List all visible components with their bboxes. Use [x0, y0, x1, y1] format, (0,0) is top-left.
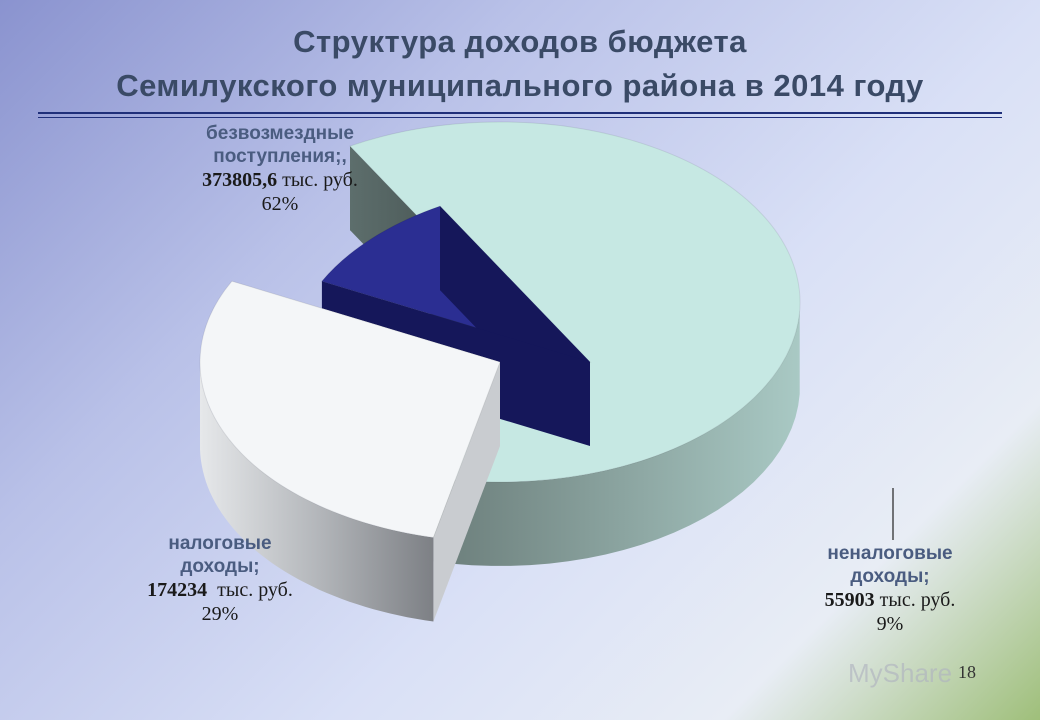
label-nontax-percent: 9% — [876, 613, 904, 635]
label-nontax-income: неналоговые доходы; 55903 тыс. руб. 9% — [760, 542, 1020, 636]
title-divider-thin — [38, 117, 1002, 118]
pie-slice-free — [349, 121, 801, 483]
label-free-category-2: поступления;, — [213, 146, 347, 167]
label-free-unit: тыс. руб. — [277, 169, 358, 191]
label-tax-income: налоговые доходы; 174234 тыс. руб. 29% — [90, 532, 350, 626]
chart-title-line-2: Семилукского муниципального района в 201… — [116, 68, 924, 103]
pie-slice-tax — [199, 280, 501, 539]
pie-side-free — [433, 310, 800, 566]
label-tax-unit: тыс. руб. — [207, 579, 293, 601]
label-nontax-category-1: неналоговые — [827, 543, 953, 564]
pie-wall-tax-0 — [433, 362, 500, 622]
pie-side-tax — [200, 359, 434, 622]
label-tax-value: 174234 — [147, 579, 208, 601]
label-free-category-1: безвозмездные — [206, 123, 354, 144]
title-divider — [38, 112, 1002, 114]
label-nontax-unit: тыс. руб. — [874, 589, 956, 611]
label-tax-percent: 29% — [201, 603, 239, 625]
label-free-percent: 62% — [261, 193, 299, 215]
label-free-value: 373805,6 — [202, 169, 278, 191]
label-tax-category-2: доходы; — [180, 556, 260, 577]
label-nontax-value: 55903 — [824, 589, 875, 611]
label-free-transfers: безвозмездные поступления;, 373805,6 тыс… — [150, 122, 410, 216]
page-number: 18 — [958, 662, 976, 682]
watermark: MyShare — [848, 658, 953, 688]
label-tax-category-1: налоговые — [168, 533, 272, 554]
chart-title: Структура доходов бюджета Семилукского м… — [0, 20, 1040, 108]
label-nontax-category-2: доходы; — [850, 566, 930, 587]
chart-title-line-1: Структура доходов бюджета — [293, 24, 747, 59]
